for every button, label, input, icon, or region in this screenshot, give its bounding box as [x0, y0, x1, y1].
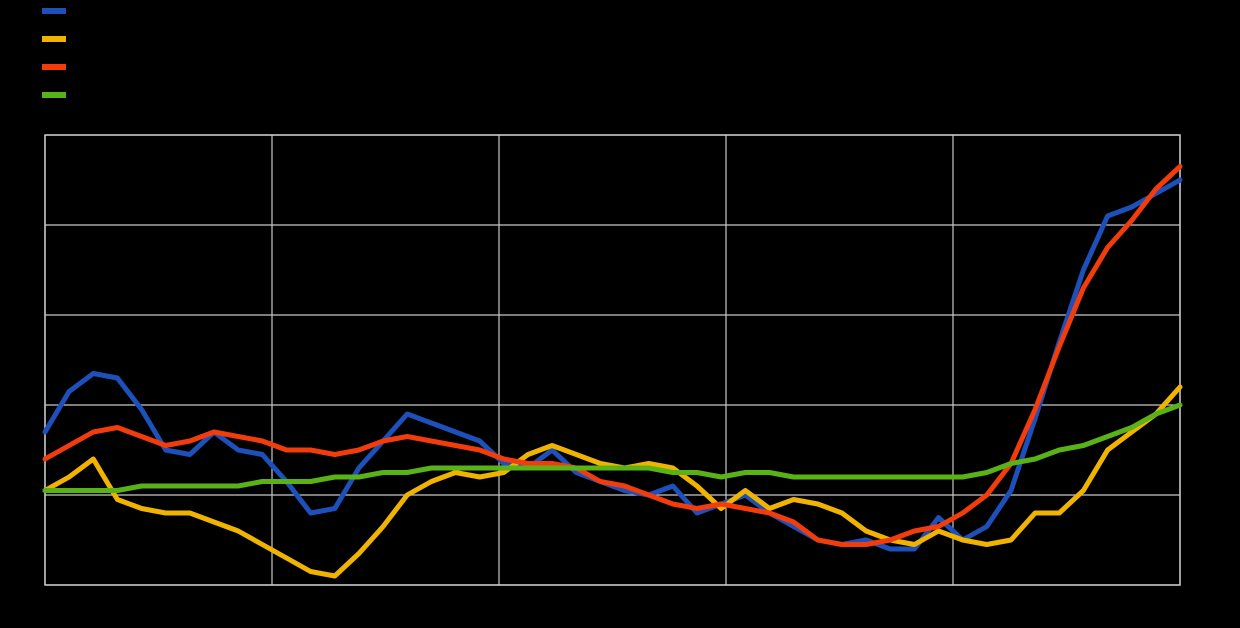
- series-line-red-series: [42, 164, 1183, 547]
- plot-border: [44, 134, 1181, 586]
- legend-swatch-green-series: [42, 92, 66, 98]
- series-line-blue-series: [42, 177, 1183, 552]
- legend-item-blue-series: [42, 8, 74, 14]
- legend-swatch-yellow-series: [42, 36, 66, 42]
- legend-item-red-series: [42, 64, 74, 70]
- legend-item-green-series: [42, 92, 74, 98]
- series-line-green-series: [42, 402, 1183, 493]
- legend-item-yellow-series: [42, 36, 74, 42]
- chart-legend: [42, 8, 74, 98]
- legend-swatch-red-series: [42, 64, 66, 70]
- legend-swatch-blue-series: [42, 8, 66, 14]
